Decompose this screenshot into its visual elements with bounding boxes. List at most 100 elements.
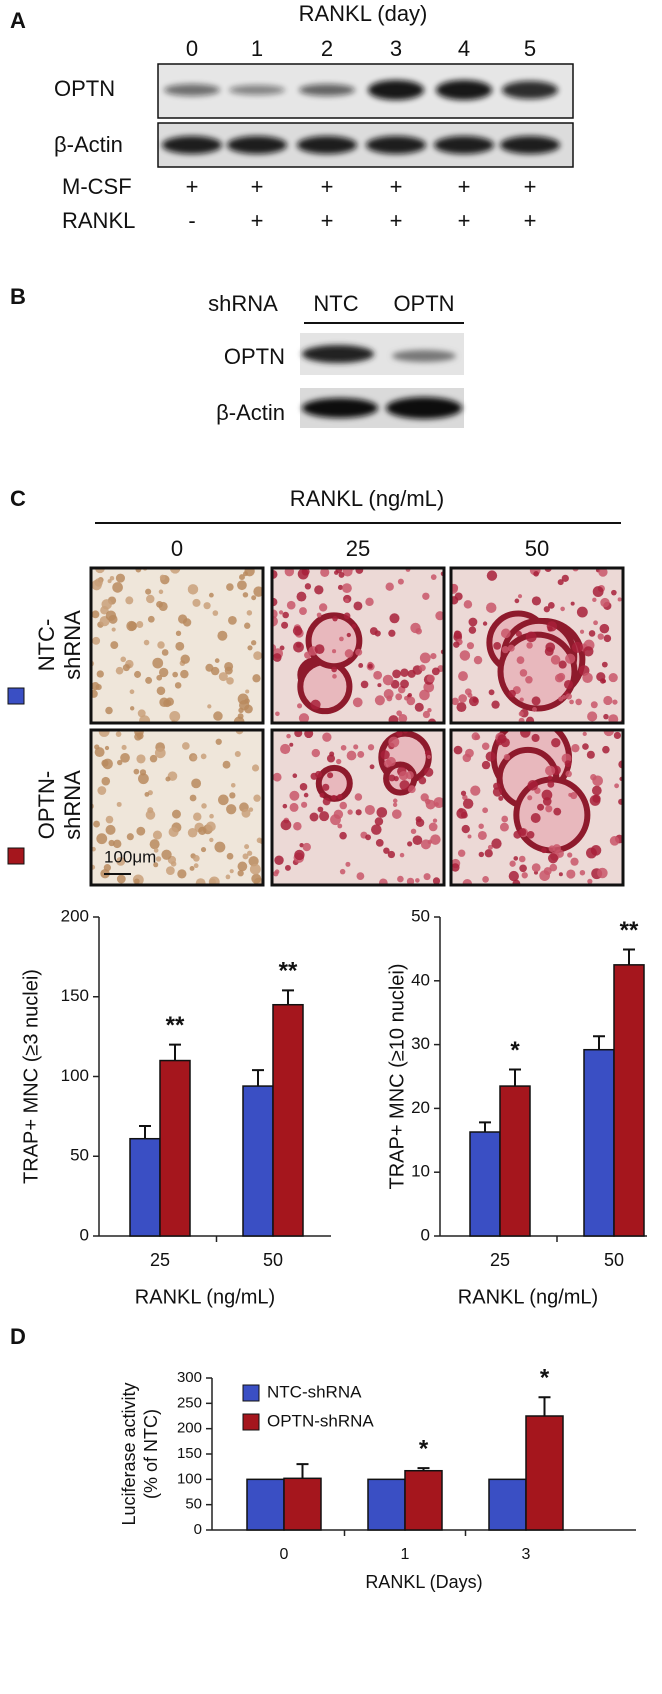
cell bbox=[451, 583, 458, 594]
cell bbox=[351, 623, 357, 629]
cell bbox=[180, 669, 189, 679]
cell bbox=[391, 809, 402, 819]
row-color-key bbox=[7, 847, 25, 865]
cell bbox=[579, 629, 585, 634]
cell bbox=[145, 676, 153, 684]
cell bbox=[310, 699, 321, 710]
cell bbox=[193, 854, 200, 862]
micrograph bbox=[451, 730, 623, 885]
cell bbox=[109, 576, 115, 581]
cell bbox=[453, 745, 463, 755]
cell bbox=[557, 579, 564, 586]
cell bbox=[347, 809, 353, 815]
cell bbox=[182, 618, 192, 627]
treatment-sign: + bbox=[321, 208, 334, 233]
cell bbox=[303, 792, 309, 798]
cell bbox=[430, 652, 437, 660]
cell bbox=[189, 866, 195, 871]
cell bbox=[451, 697, 459, 706]
cell bbox=[224, 661, 234, 671]
cell bbox=[326, 754, 336, 763]
cell bbox=[169, 710, 181, 722]
cell bbox=[139, 715, 151, 723]
cell bbox=[424, 767, 434, 777]
cell bbox=[419, 664, 426, 672]
cell bbox=[355, 648, 363, 656]
cell bbox=[354, 793, 363, 801]
column-label: 50 bbox=[525, 536, 549, 561]
cell bbox=[515, 630, 522, 637]
cell bbox=[383, 689, 394, 700]
bar bbox=[404, 1469, 443, 1531]
cell bbox=[334, 570, 339, 575]
cell bbox=[519, 697, 524, 702]
osteoclast bbox=[297, 659, 353, 715]
cell bbox=[214, 841, 226, 853]
cell bbox=[338, 571, 345, 578]
cell bbox=[415, 878, 420, 883]
cell bbox=[97, 786, 107, 795]
cell bbox=[297, 568, 309, 580]
cell bbox=[374, 695, 385, 706]
cell bbox=[292, 626, 303, 636]
y-tick-label: 50 bbox=[70, 1146, 89, 1165]
cell bbox=[519, 864, 527, 873]
cell bbox=[426, 754, 431, 760]
cell bbox=[157, 641, 165, 649]
y-tick-label: 0 bbox=[194, 1521, 202, 1538]
cell bbox=[481, 742, 490, 751]
micrograph-frame bbox=[449, 728, 625, 887]
row-color-key bbox=[7, 687, 25, 705]
cell bbox=[105, 706, 113, 715]
cell bbox=[333, 809, 344, 820]
cell bbox=[286, 600, 296, 610]
cell bbox=[482, 807, 489, 814]
y-axis-label: Luciferase activity (% of NTC) bbox=[119, 1382, 161, 1525]
bar bbox=[583, 1048, 615, 1237]
cell bbox=[486, 570, 498, 581]
cell bbox=[602, 745, 610, 754]
cell bbox=[586, 847, 597, 859]
cell bbox=[230, 782, 236, 788]
cell bbox=[191, 778, 202, 789]
treatment-sign: - bbox=[188, 208, 195, 233]
cell bbox=[432, 877, 441, 885]
cell bbox=[272, 653, 282, 662]
cell bbox=[126, 833, 134, 841]
cell bbox=[337, 584, 344, 591]
x-tick-label: 1 bbox=[401, 1546, 410, 1563]
blot-band bbox=[386, 397, 462, 419]
cell bbox=[561, 574, 569, 582]
cell bbox=[165, 866, 175, 875]
cell bbox=[388, 715, 399, 723]
cell bbox=[174, 682, 182, 689]
cell bbox=[547, 626, 553, 632]
blot-label: OPTN bbox=[54, 76, 115, 101]
cell bbox=[410, 828, 417, 835]
cell bbox=[537, 803, 545, 811]
cell bbox=[549, 863, 558, 872]
treatment-sign: + bbox=[458, 174, 471, 199]
cell bbox=[603, 634, 612, 643]
legend-label: OPTN-shRNA bbox=[267, 1411, 374, 1430]
blot-band bbox=[302, 345, 374, 363]
cell bbox=[95, 683, 102, 691]
cell bbox=[356, 872, 365, 881]
cell bbox=[115, 573, 125, 583]
cell bbox=[388, 736, 400, 748]
cell bbox=[558, 660, 567, 669]
cell bbox=[412, 835, 423, 846]
significance: * bbox=[419, 1436, 429, 1463]
cell bbox=[96, 670, 104, 678]
error-bar bbox=[417, 1467, 430, 1471]
cell bbox=[172, 671, 179, 678]
cell bbox=[426, 674, 435, 683]
cell bbox=[248, 856, 259, 867]
cell bbox=[508, 689, 516, 698]
treatment-sign: + bbox=[321, 174, 334, 199]
blot-band bbox=[368, 80, 424, 100]
cell bbox=[137, 709, 146, 718]
micrograph-frame bbox=[89, 728, 265, 887]
cell bbox=[406, 877, 415, 885]
